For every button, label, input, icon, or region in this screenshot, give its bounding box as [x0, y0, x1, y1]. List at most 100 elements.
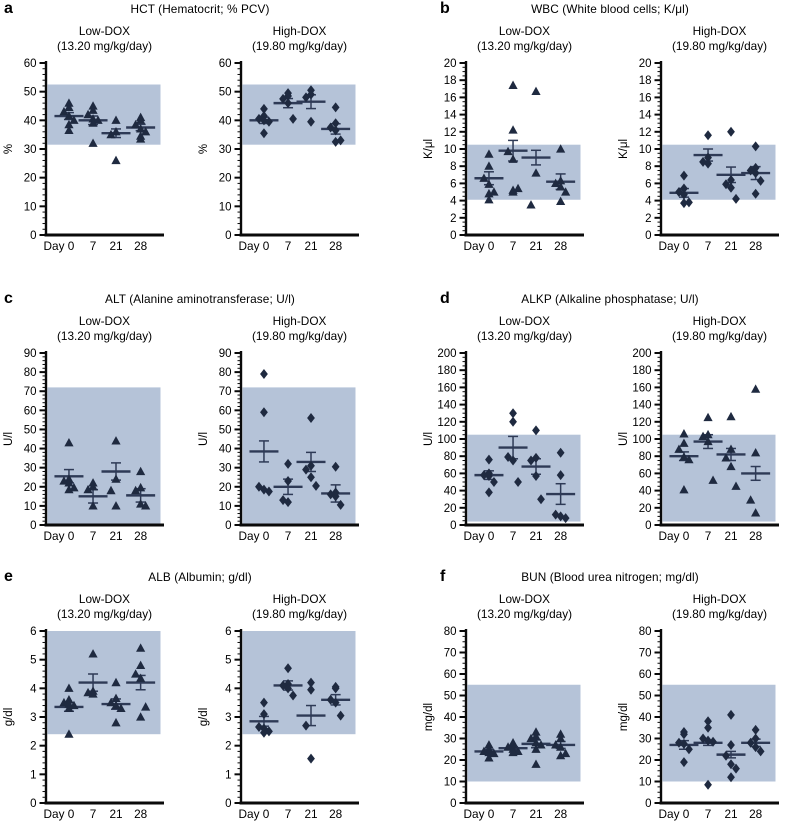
svg-text:80: 80 [639, 626, 652, 638]
svg-text:80: 80 [219, 367, 232, 379]
svg-text:60: 60 [24, 405, 37, 417]
svg-text:200: 200 [437, 348, 456, 360]
panel-f: f BUN (Blood urea nitrogen; mg/dl) Low-D… [400, 555, 800, 832]
panel-b-header: b WBC (White blood cells; K/μl) [420, 0, 800, 19]
svg-text:40: 40 [444, 712, 457, 724]
panel-e-subplot-high-dox: High-DOX (19.80 mg/kg/day) 0 1 2 3 4 5 6 g/dl Da… [195, 587, 390, 825]
svg-text:U/l: U/l [618, 432, 630, 446]
svg-text:Day 0: Day 0 [659, 529, 690, 543]
group-label: Low-DOX [78, 314, 131, 328]
svg-text:K/μl: K/μl [423, 139, 435, 159]
svg-text:70: 70 [444, 648, 457, 660]
svg-text:18: 18 [639, 75, 652, 87]
svg-text:80: 80 [444, 451, 457, 463]
dose-label: (13.20 mg/kg/day) [56, 39, 153, 54]
svg-text:14: 14 [444, 110, 457, 122]
svg-text:Day 0: Day 0 [464, 529, 495, 543]
group-label: Low-DOX [78, 592, 131, 606]
svg-text:30: 30 [24, 463, 37, 475]
svg-text:180: 180 [632, 365, 651, 377]
svg-text:60: 60 [444, 468, 457, 480]
svg-text:60: 60 [219, 58, 232, 70]
svg-text:50: 50 [219, 424, 232, 436]
subplot-caption: High-DOX (19.80 mg/kg/day) [629, 592, 800, 623]
svg-text:g/dl: g/dl [198, 708, 210, 727]
svg-text:40: 40 [219, 444, 232, 456]
scatter-plot-bun-high-dox: 0 10 20 30 40 50 60 70 80 mg/dl Day 0 7 21 28 [618, 626, 779, 821]
svg-text:60: 60 [639, 669, 652, 681]
svg-text:6: 6 [645, 178, 651, 190]
svg-text:g/dl: g/dl [3, 708, 15, 727]
svg-text:120: 120 [632, 417, 651, 429]
svg-text:10: 10 [219, 501, 232, 513]
svg-text:10: 10 [219, 201, 232, 213]
group-label: High-DOX [272, 592, 327, 606]
panel-e-header: e ALB (Albumin; g/dl) [0, 568, 400, 587]
panel-a-title: HCT (Hematocrit; % PCV) [130, 2, 270, 16]
svg-text:12: 12 [444, 127, 457, 139]
svg-text:20: 20 [639, 503, 652, 515]
panel-a-subplots: Low-DOX (13.20 mg/kg/day) 0 10 20 30 40 50 60%… [0, 19, 400, 257]
svg-text:Day 0: Day 0 [659, 807, 690, 821]
svg-text:21: 21 [304, 529, 317, 543]
svg-text:2: 2 [645, 213, 651, 225]
svg-text:4: 4 [30, 683, 37, 695]
svg-text:8: 8 [645, 161, 651, 173]
scatter-plot-wbc-high-dox: 0 2 4 6 8 10 12 14 16 18 20 K/μl Day 0 7 21 28 [618, 58, 779, 253]
panel-d-subplot-low-dox: Low-DOX (13.20 mg/kg/day) 0 20 40 60 80 100 12… [420, 309, 615, 547]
svg-text:21: 21 [304, 807, 317, 821]
group-label: Low-DOX [498, 24, 551, 38]
group-label: High-DOX [692, 24, 747, 38]
svg-text:40: 40 [639, 486, 652, 498]
subplot-caption: Low-DOX (13.20 mg/kg/day) [434, 24, 615, 55]
svg-text:120: 120 [437, 417, 456, 429]
svg-text:28: 28 [749, 239, 763, 253]
svg-text:7: 7 [705, 529, 712, 543]
svg-text:28: 28 [329, 239, 343, 253]
svg-text:18: 18 [444, 75, 457, 87]
svg-text:2: 2 [225, 741, 231, 753]
svg-text:70: 70 [639, 648, 652, 660]
dose-label: (19.80 mg/kg/day) [251, 607, 348, 622]
svg-text:20: 20 [219, 482, 232, 494]
svg-text:20: 20 [444, 755, 457, 767]
svg-text:28: 28 [134, 529, 148, 543]
svg-text:28: 28 [554, 807, 568, 821]
subplot-caption: Low-DOX (13.20 mg/kg/day) [14, 314, 195, 345]
panel-b-subplot-high-dox: High-DOX (19.80 mg/kg/day) 0 2 4 6 8 10 12 14 16… [615, 19, 800, 257]
svg-text:Day 0: Day 0 [44, 807, 75, 821]
svg-text:21: 21 [304, 239, 317, 253]
svg-text:21: 21 [109, 239, 122, 253]
panel-e-title: ALB (Albumin; g/dl) [148, 570, 252, 584]
svg-text:28: 28 [554, 529, 568, 543]
dose-label: (13.20 mg/kg/day) [56, 329, 153, 344]
panel-letter-c: c [4, 290, 13, 307]
svg-text:Day 0: Day 0 [464, 807, 495, 821]
svg-text:90: 90 [219, 348, 232, 360]
svg-text:70: 70 [24, 386, 37, 398]
scatter-plot-alt-low-dox: 0 10 20 30 40 50 60 70 80 90 U/l Day 0 7 21 28 [3, 348, 164, 543]
panel-e: e ALB (Albumin; g/dl) Low-DOX (13.20 mg/… [0, 555, 400, 832]
panel-letter-b: b [440, 0, 450, 17]
svg-text:100: 100 [437, 434, 456, 446]
svg-text:0: 0 [645, 520, 651, 532]
svg-text:30: 30 [24, 144, 37, 156]
svg-text:mg/dl: mg/dl [423, 703, 435, 731]
svg-text:3: 3 [30, 712, 36, 724]
svg-text:7: 7 [90, 239, 97, 253]
scatter-plot-hct-low-dox: 0 10 20 30 40 50 60% Day 0 7 21 28 [3, 58, 164, 253]
group-label: High-DOX [272, 314, 327, 328]
panel-a-subplot-low-dox: Low-DOX (13.20 mg/kg/day) 0 10 20 30 40 50 60%… [0, 19, 195, 257]
panel-b: b WBC (White blood cells; K/μl) Low-DOX … [400, 0, 800, 277]
svg-text:50: 50 [219, 87, 232, 99]
svg-text:40: 40 [444, 486, 457, 498]
svg-text:10: 10 [639, 144, 652, 156]
svg-text:4: 4 [645, 196, 652, 208]
svg-text:70: 70 [219, 386, 232, 398]
group-label: Low-DOX [498, 314, 551, 328]
scatter-plot-alb-high-dox: 0 1 2 3 4 5 6 g/dl Day 0 7 21 28 [198, 626, 359, 821]
svg-text:U/l: U/l [198, 432, 210, 446]
svg-text:U/l: U/l [3, 432, 15, 446]
svg-text:Day 0: Day 0 [239, 807, 270, 821]
scatter-plot-bun-low-dox: 0 10 20 30 40 50 60 70 80 mg/dl Day 0 7 21 28 [423, 626, 584, 821]
